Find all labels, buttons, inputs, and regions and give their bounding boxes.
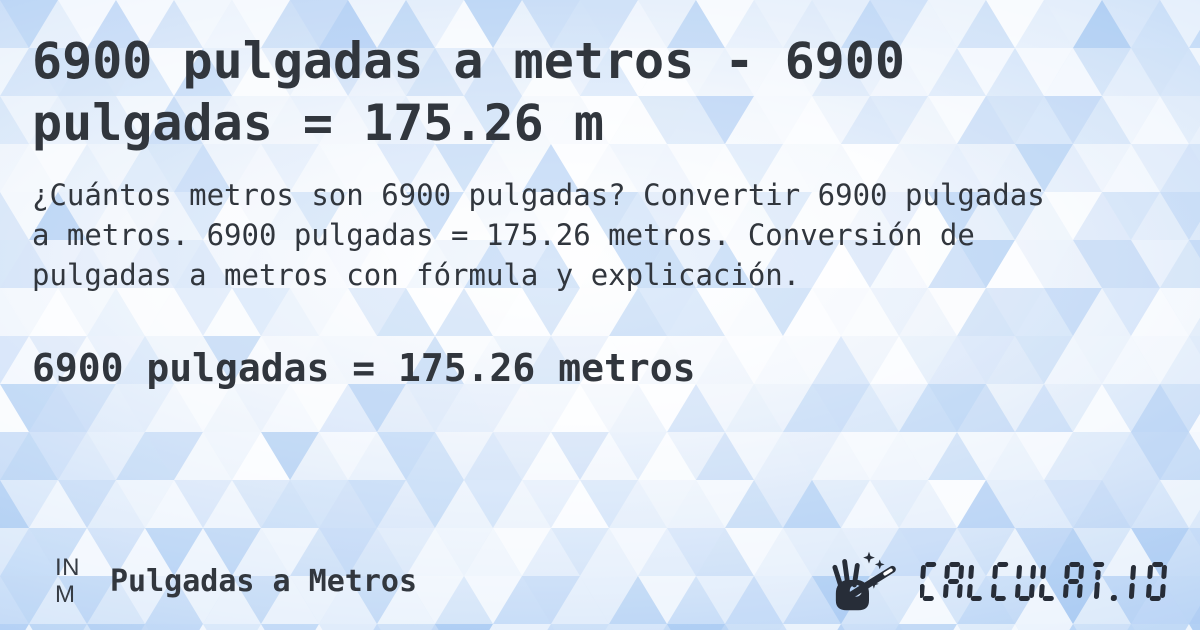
magic-wand-hand-icon [830,549,908,613]
title-line-1: 6900 pulgadas a metros - 6900 [32,32,905,90]
description-line-1: ¿Cuántos metros son 6900 pulgadas? Conve… [32,178,1045,212]
unit-badge: IN M [55,554,80,608]
page-title: 6900 pulgadas a metros - 6900 pulgadas =… [32,30,1170,154]
conversion-result: 6900 pulgadas = 175.26 metros [32,346,696,390]
sparkle-stars [863,551,885,589]
title-line-2: pulgadas = 175.26 m [32,94,604,152]
converter-label: Pulgadas a Metros [110,563,418,599]
footer: IN M Pulgadas a Metros [0,538,1200,630]
brand-logo[interactable] [830,549,1170,613]
unit-badge-to: M [55,581,76,608]
page-description: ¿Cuántos metros son 6900 pulgadas? Conve… [32,175,1170,295]
description-line-3: pulgadas a metros con fórmula y explicac… [32,258,801,292]
brand-text [920,561,1170,601]
description-line-2: a metros. 6900 pulgadas = 175.26 metros.… [32,218,975,252]
unit-badge-from: IN [55,554,80,581]
